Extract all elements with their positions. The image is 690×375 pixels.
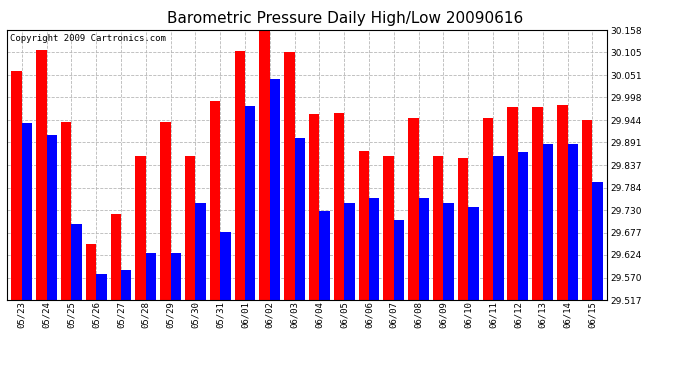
Text: Barometric Pressure Daily High/Low 20090616: Barometric Pressure Daily High/Low 20090… bbox=[167, 11, 523, 26]
Bar bbox=[22, 123, 32, 300]
Bar bbox=[185, 156, 195, 300]
Bar bbox=[532, 107, 543, 300]
Bar bbox=[444, 203, 454, 300]
Text: Copyright 2009 Cartronics.com: Copyright 2009 Cartronics.com bbox=[10, 34, 166, 43]
Bar bbox=[135, 156, 146, 300]
Bar bbox=[394, 219, 404, 300]
Bar bbox=[493, 156, 504, 300]
Bar bbox=[557, 105, 567, 300]
Bar bbox=[483, 118, 493, 300]
Bar bbox=[270, 79, 280, 300]
Bar bbox=[86, 244, 96, 300]
Bar bbox=[309, 114, 319, 300]
Bar bbox=[419, 198, 429, 300]
Bar bbox=[567, 144, 578, 300]
Bar bbox=[61, 122, 71, 300]
Bar bbox=[295, 138, 305, 300]
Bar bbox=[195, 203, 206, 300]
Bar bbox=[96, 274, 107, 300]
Bar bbox=[344, 203, 355, 300]
Bar bbox=[220, 232, 230, 300]
Bar bbox=[384, 156, 394, 300]
Bar bbox=[259, 30, 270, 300]
Bar bbox=[592, 182, 603, 300]
Bar bbox=[121, 270, 131, 300]
Bar bbox=[11, 71, 22, 300]
Bar bbox=[469, 207, 479, 300]
Bar bbox=[458, 158, 469, 300]
Bar bbox=[47, 135, 57, 300]
Bar bbox=[543, 144, 553, 300]
Bar bbox=[319, 211, 330, 300]
Bar bbox=[235, 51, 245, 300]
Bar bbox=[146, 253, 156, 300]
Bar bbox=[71, 224, 82, 300]
Bar bbox=[245, 106, 255, 300]
Bar bbox=[284, 53, 295, 300]
Bar bbox=[518, 152, 529, 300]
Bar bbox=[334, 113, 344, 300]
Bar bbox=[369, 198, 380, 300]
Bar bbox=[359, 151, 369, 300]
Bar bbox=[160, 122, 170, 300]
Bar bbox=[408, 118, 419, 300]
Bar bbox=[210, 101, 220, 300]
Bar bbox=[110, 214, 121, 300]
Bar bbox=[433, 156, 444, 300]
Bar bbox=[36, 50, 47, 300]
Bar bbox=[507, 107, 518, 300]
Bar bbox=[582, 120, 592, 300]
Bar bbox=[170, 253, 181, 300]
